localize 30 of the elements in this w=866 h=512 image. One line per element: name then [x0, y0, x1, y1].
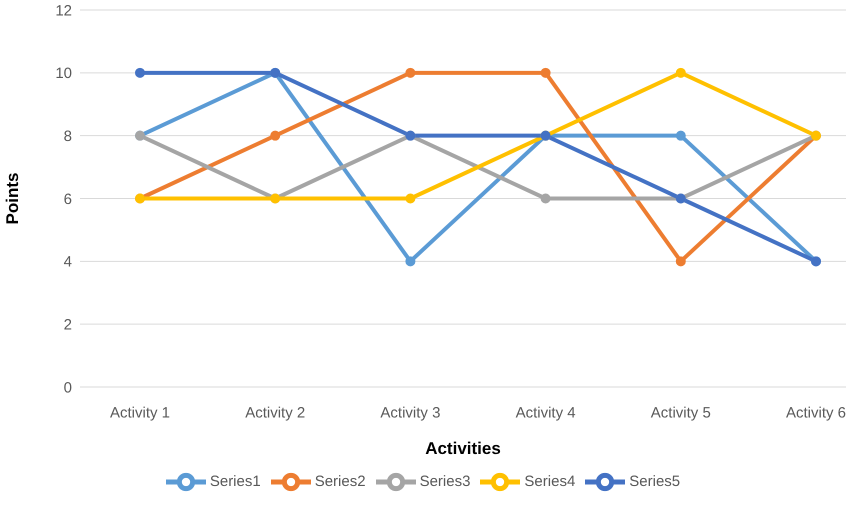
legend-label: Series4 [524, 472, 576, 490]
y-axis-title: Points [3, 172, 22, 224]
legend-label: Series3 [420, 472, 470, 490]
y-tick-label: 4 [64, 254, 72, 271]
y-tick-label: 8 [64, 128, 72, 145]
x-tick-label: Activity 2 [245, 404, 306, 422]
y-tick-label: 2 [64, 316, 72, 334]
point [540, 194, 551, 204]
y-tick-label: 6 [64, 190, 72, 208]
point [405, 68, 416, 78]
x-tick-label: Activity 4 [516, 404, 576, 422]
legend-label: Series5 [629, 472, 680, 490]
point [540, 68, 551, 78]
point [405, 194, 416, 204]
point [270, 130, 280, 141]
x-tick-label: Activity 5 [650, 404, 711, 422]
point [676, 256, 686, 266]
y-tick-label: 12 [55, 2, 72, 20]
x-tick-label: Activity 1 [110, 404, 170, 422]
point [676, 130, 686, 141]
x-tick-label: Activity 3 [380, 404, 440, 422]
y-tick-label: 10 [55, 65, 72, 82]
legend-label: Series1 [210, 472, 261, 490]
x-axis-title: Activities [425, 439, 501, 458]
legend-label: Series2 [314, 472, 366, 490]
y-tick-label: 0 [64, 379, 72, 396]
x-tick-label: Activity 6 [786, 404, 846, 422]
point [405, 256, 416, 266]
point [676, 68, 686, 78]
point [135, 68, 145, 78]
